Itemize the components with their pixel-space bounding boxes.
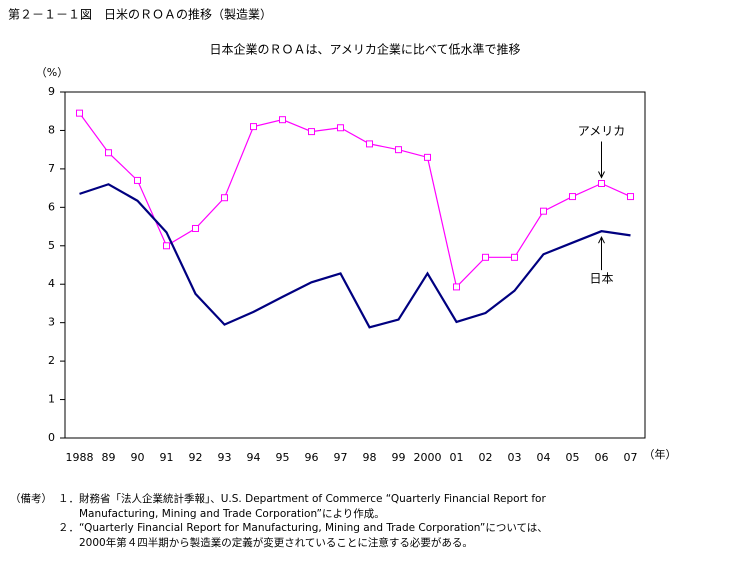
x-tick-label: 2000 — [414, 451, 442, 464]
series-annotation: 日本 — [589, 272, 613, 286]
plot-frame — [64, 91, 646, 439]
series-line — [79, 112, 631, 289]
y-tick-label: 4 — [48, 277, 55, 290]
notes-label: （備考） — [10, 492, 52, 505]
y-tick-label: 7 — [48, 162, 55, 175]
x-tick-label: 99 — [392, 451, 406, 464]
note-line: ２．“Quarterly Financial Report for Manufa… — [58, 522, 548, 534]
x-tick-label: 03 — [508, 451, 522, 464]
data-point — [395, 146, 402, 154]
x-tick-label: 97 — [334, 451, 348, 464]
x-tick-label: 93 — [218, 451, 232, 464]
x-tick-label: 06 — [595, 451, 609, 464]
y-tick-label: 1 — [48, 393, 55, 406]
data-point — [192, 224, 199, 232]
data-point — [134, 176, 141, 184]
note-line: 2000年第４四半期から製造業の定義が変更されていることに注意する必要がある。 — [58, 536, 473, 549]
x-tick-label: 07 — [624, 451, 638, 464]
y-tick-label: 9 — [48, 85, 55, 98]
x-tick-label: 91 — [160, 451, 174, 464]
chart-subtitle: 日本企業のＲＯＡは、アメリカ企業に比べて低水準で推移 — [210, 42, 521, 57]
data-point — [250, 123, 257, 131]
x-tick-label: 92 — [189, 451, 203, 464]
annotation-arrowhead — [598, 236, 605, 244]
data-point — [163, 242, 170, 250]
data-point — [105, 149, 112, 157]
note-line: Manufacturing, Mining and Trade Corporat… — [58, 508, 385, 520]
data-point — [569, 193, 576, 201]
data-point — [482, 253, 489, 261]
y-tick-label: 5 — [48, 239, 55, 252]
x-tick-label: 98 — [363, 451, 377, 464]
data-point — [540, 207, 547, 215]
y-tick-label: 6 — [48, 200, 55, 213]
data-point — [424, 153, 431, 161]
y-tick-label: 3 — [48, 316, 55, 329]
data-point — [453, 283, 460, 291]
x-tick-label: 1988 — [66, 451, 94, 464]
x-tick-label: 89 — [102, 451, 116, 464]
x-axis-label: （年） — [644, 447, 677, 461]
note-line: １．財務省「法人企業統計季報」、U.S. Department of Comme… — [58, 492, 546, 505]
x-tick-label: 02 — [479, 451, 493, 464]
x-tick-label: 05 — [566, 451, 580, 464]
x-tick-label: 94 — [247, 451, 261, 464]
x-tick-label: 04 — [537, 451, 551, 464]
series-annotation: アメリカ — [578, 124, 625, 138]
chart-title: 第２－１－１図 日米のＲＯＡの推移（製造業） — [8, 8, 272, 22]
series-line — [79, 183, 631, 329]
y-tick-label: 2 — [48, 354, 55, 367]
y-tick-label: 0 — [48, 431, 55, 444]
data-point — [337, 124, 344, 132]
data-point — [598, 179, 605, 187]
x-tick-label: 95 — [276, 451, 290, 464]
data-point — [511, 253, 518, 261]
x-tick-label: 90 — [131, 451, 145, 464]
data-point — [366, 140, 373, 148]
data-point — [279, 116, 286, 124]
data-point — [221, 194, 228, 202]
data-point — [627, 193, 634, 201]
x-tick-label: 96 — [305, 451, 319, 464]
x-tick-label: 01 — [450, 451, 464, 464]
y-tick-label: 8 — [48, 123, 55, 136]
data-point — [308, 128, 315, 136]
y-axis-label: （%） — [36, 66, 68, 79]
data-point — [76, 109, 83, 117]
annotation-arrowhead — [598, 171, 605, 179]
